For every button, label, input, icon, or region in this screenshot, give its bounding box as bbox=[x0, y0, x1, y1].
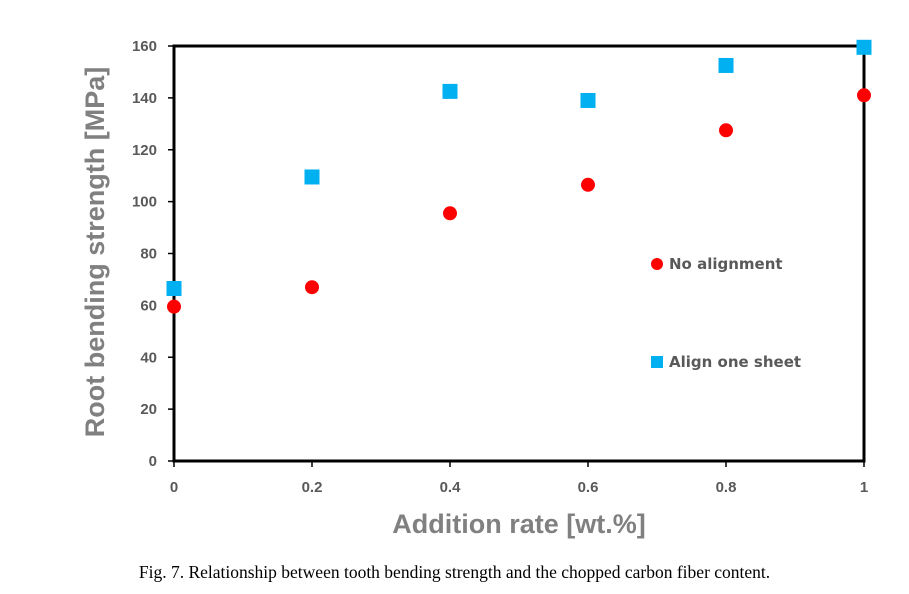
x-tick-label: 0.8 bbox=[716, 479, 737, 496]
point-no-alignment bbox=[305, 280, 319, 295]
y-tick-label: 60 bbox=[140, 297, 157, 314]
point-align-one-sheet bbox=[166, 281, 182, 297]
point-align-one-sheet bbox=[718, 57, 734, 73]
y-tick-label: 120 bbox=[132, 142, 157, 159]
x-tick-label: 0.6 bbox=[578, 479, 599, 496]
figure-caption: Fig. 7. Relationship between tooth bendi… bbox=[138, 562, 771, 582]
x-axis-title: Addition rate [wt.%] bbox=[392, 509, 645, 539]
y-axis-title: Root bending strength [MPa] bbox=[80, 67, 110, 437]
plot-area-frame bbox=[172, 44, 866, 463]
x-tick-label: 1 bbox=[860, 479, 868, 496]
x-tick-label: 0.4 bbox=[440, 479, 462, 496]
legend-label: No alignment bbox=[669, 255, 783, 273]
legend: No alignment Align one sheet bbox=[651, 255, 801, 371]
point-no-alignment bbox=[581, 177, 595, 192]
point-align-one-sheet bbox=[856, 39, 872, 55]
y-tick-label: 40 bbox=[140, 349, 157, 366]
point-no-alignment bbox=[167, 299, 181, 314]
legend-label: Align one sheet bbox=[669, 353, 801, 371]
legend-marker-no-alignment bbox=[651, 258, 663, 270]
x-axis-ticks: 0 0.2 0.4 0.6 0.8 1 bbox=[170, 461, 868, 496]
point-no-alignment bbox=[443, 206, 457, 221]
point-no-alignment bbox=[719, 123, 733, 138]
y-tick-label: 100 bbox=[132, 194, 157, 211]
point-no-alignment bbox=[857, 88, 871, 103]
x-tick-label: 0.2 bbox=[302, 479, 323, 496]
y-axis-ticks: 0 20 40 60 80 100 120 140 160 bbox=[132, 38, 174, 470]
y-tick-label: 80 bbox=[140, 246, 157, 263]
y-tick-label: 20 bbox=[140, 401, 157, 418]
y-tick-label: 0 bbox=[149, 453, 157, 470]
y-tick-label: 140 bbox=[132, 90, 157, 107]
data-points bbox=[166, 39, 872, 314]
y-tick-label: 160 bbox=[132, 38, 157, 55]
legend-marker-align-one-sheet bbox=[651, 356, 663, 368]
x-tick-label: 0 bbox=[170, 479, 178, 496]
point-align-one-sheet bbox=[580, 92, 596, 108]
point-align-one-sheet bbox=[304, 169, 320, 185]
point-align-one-sheet bbox=[442, 83, 458, 99]
scatter-chart: 0 20 40 60 80 100 120 140 160 0 0.2 0.4 0.6 0.8 1 No … bbox=[80, 38, 872, 539]
